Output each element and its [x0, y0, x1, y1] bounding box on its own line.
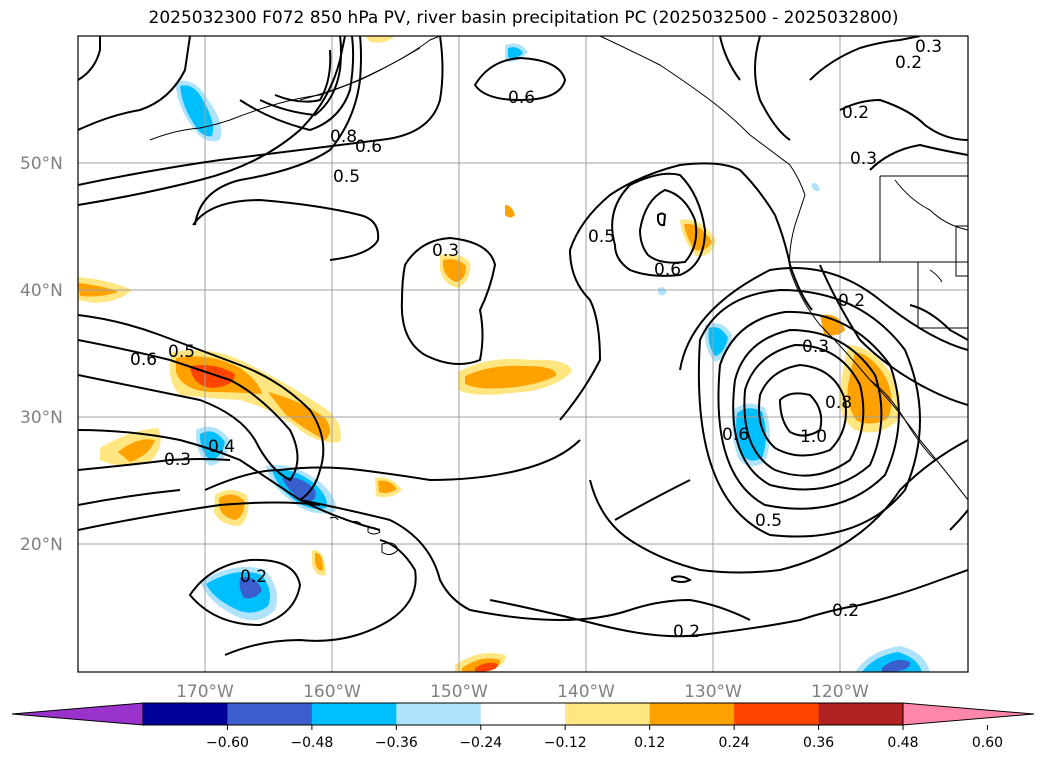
- contour-label: 0.3: [802, 337, 829, 357]
- contour-label: 0.6: [130, 350, 157, 370]
- colorbar: −0.60 −0.48 −0.36 −0.24 −0.12 0.12 0.24 0.36 0.4…: [11, 702, 1035, 751]
- contour-labels: 0.3 0.2 0.2 0.3 0.6 0.8 0.6 0.5 0.3 0.5 …: [130, 37, 942, 642]
- colorbar-segment: [818, 703, 904, 725]
- lon-label: 160°W: [303, 682, 361, 702]
- contour-label: 0.6: [355, 137, 382, 157]
- colorbar-tick-label: −0.60: [206, 735, 249, 751]
- precip-blob: [268, 392, 330, 440]
- contour-label: 0.2: [895, 53, 922, 73]
- contour-label: 0.2: [838, 291, 865, 311]
- contour-label: 0.8: [330, 127, 357, 147]
- precip-positive-areas: [78, 36, 901, 672]
- precip-blob: [219, 494, 245, 520]
- pv-contours: [78, 36, 968, 656]
- colorbar-segment: [734, 703, 820, 725]
- longitude-labels: 170°W 160°W 150°W 140°W 130°W 120°W: [176, 682, 869, 702]
- latitude-labels: 50°N 40°N 30°N 20°N: [20, 154, 63, 555]
- contour-label: 0.2: [832, 601, 859, 621]
- lat-label: 40°N: [20, 281, 63, 301]
- lat-label: 20°N: [20, 535, 63, 555]
- colorbar-tick-label: 0.48: [887, 735, 918, 751]
- precip-blob: [812, 182, 820, 191]
- contour-label: 0.3: [432, 241, 459, 261]
- precip-blob: [315, 552, 323, 571]
- lon-label: 140°W: [557, 682, 615, 702]
- precip-blob: [282, 477, 316, 502]
- contour-label: 0.5: [755, 511, 782, 531]
- colorbar-segment: [311, 703, 397, 725]
- precip-blob: [505, 205, 515, 218]
- precip-blob: [475, 662, 498, 672]
- map-title: 2025032300 F072 850 hPa PV, river basin …: [148, 8, 899, 28]
- colorbar-tick-label: −0.12: [544, 735, 587, 751]
- lat-label: 30°N: [20, 408, 63, 428]
- colorbar-tick-label: 0.60: [972, 735, 1003, 751]
- colorbar-tick-label: −0.24: [459, 735, 502, 751]
- colorbar-segment: [649, 703, 735, 725]
- lon-label: 120°W: [811, 682, 869, 702]
- map-frame: [77, 35, 969, 673]
- contour-label: 0.2: [240, 567, 267, 587]
- contour-label: 0.3: [915, 37, 942, 57]
- precip-blob: [378, 480, 397, 493]
- contour-label: 0.3: [164, 450, 191, 470]
- precip-blob: [882, 660, 911, 672]
- colorbar-tick-label: −0.36: [375, 735, 418, 751]
- precip-blob: [684, 223, 712, 251]
- precip-blob: [820, 314, 845, 336]
- lon-label: 130°W: [684, 682, 742, 702]
- contour-label: 0.6: [654, 260, 681, 280]
- colorbar-segment: [396, 703, 482, 725]
- precip-blob: [365, 36, 395, 43]
- contour-label: 0.6: [508, 88, 535, 108]
- precip-blob: [239, 577, 262, 599]
- contour-label: 0.5: [588, 227, 615, 247]
- contour-label: 0.8: [825, 393, 852, 413]
- precip-blob: [736, 408, 766, 461]
- contour-label: 1.0: [800, 427, 827, 447]
- contour-label: 0.3: [850, 149, 877, 169]
- colorbar-tick-label: −0.48: [290, 735, 333, 751]
- precip-blob: [508, 47, 523, 59]
- precip-blob: [658, 287, 667, 296]
- colorbar-segment: [143, 703, 228, 725]
- precip-blob: [465, 365, 557, 389]
- lon-label: 170°W: [176, 682, 234, 702]
- colorbar-segment: [227, 703, 313, 725]
- contour-label: 0.5: [168, 342, 195, 362]
- colorbar-tick-label: 0.12: [634, 735, 665, 751]
- precip-blob: [443, 259, 466, 282]
- colorbar-tick-label: 0.36: [803, 735, 834, 751]
- colorbar-tick-label: 0.24: [719, 735, 750, 751]
- colorbar-segment: [480, 703, 566, 725]
- contour-label: 0.6: [722, 425, 749, 445]
- contour-label: 0.4: [208, 437, 235, 457]
- colorbar-outline: [142, 702, 904, 726]
- lon-label: 150°W: [430, 682, 488, 702]
- graticule: [78, 36, 968, 672]
- lat-label: 50°N: [20, 154, 63, 174]
- precip-blob: [118, 439, 155, 462]
- contour-label: 0.2: [842, 103, 869, 123]
- colorbar-extension-low: [12, 703, 143, 725]
- contour-label: 0.2: [673, 622, 700, 642]
- colorbar-extension-high: [903, 703, 1034, 725]
- contour-label: 0.5: [333, 167, 360, 187]
- colorbar-segment: [565, 703, 651, 725]
- map-area: 0.3 0.2 0.2 0.3 0.6 0.8 0.6 0.5 0.3 0.5 …: [78, 36, 968, 672]
